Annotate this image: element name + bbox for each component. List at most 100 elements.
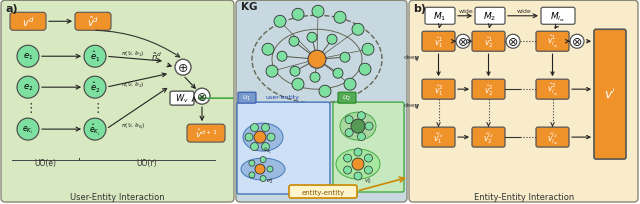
- Circle shape: [254, 131, 266, 143]
- FancyBboxPatch shape: [170, 92, 194, 106]
- Circle shape: [345, 129, 353, 137]
- Text: $\hat{v}_{2}^{l_d}$: $\hat{v}_{2}^{l_d}$: [483, 130, 493, 145]
- FancyBboxPatch shape: [472, 32, 505, 52]
- Circle shape: [267, 166, 273, 172]
- Circle shape: [245, 133, 253, 141]
- Text: $\hat{v}_{2}^{1}$: $\hat{v}_{2}^{1}$: [484, 35, 493, 50]
- Text: $\hat{e}_2$: $\hat{e}_2$: [90, 81, 100, 95]
- Circle shape: [17, 119, 39, 140]
- Circle shape: [289, 37, 299, 47]
- Text: $\hat{v}^d$: $\hat{v}^d$: [87, 15, 99, 29]
- Text: $M_{l_w}$: $M_{l_w}$: [550, 10, 566, 23]
- FancyBboxPatch shape: [187, 124, 225, 142]
- Circle shape: [352, 158, 364, 170]
- Circle shape: [365, 123, 373, 131]
- Circle shape: [352, 24, 364, 36]
- Text: $\otimes$: $\otimes$: [196, 90, 207, 103]
- Circle shape: [274, 16, 286, 28]
- FancyBboxPatch shape: [422, 32, 455, 52]
- Ellipse shape: [241, 158, 285, 180]
- FancyBboxPatch shape: [409, 1, 638, 202]
- Circle shape: [17, 46, 39, 68]
- Circle shape: [194, 89, 210, 105]
- Circle shape: [364, 154, 372, 162]
- Circle shape: [260, 157, 266, 163]
- Circle shape: [260, 176, 266, 182]
- Circle shape: [84, 46, 106, 68]
- Text: $\hat{v}_{l_w}^{l_d}$: $\hat{v}_{l_w}^{l_d}$: [547, 129, 558, 146]
- Circle shape: [456, 35, 470, 49]
- FancyBboxPatch shape: [238, 93, 256, 104]
- Text: $\hat{e}_{K_i}$: $\hat{e}_{K_i}$: [90, 122, 100, 137]
- Circle shape: [292, 9, 304, 21]
- FancyBboxPatch shape: [289, 185, 357, 198]
- FancyBboxPatch shape: [425, 8, 455, 25]
- Text: UO(r): UO(r): [137, 158, 157, 167]
- Text: $\otimes$: $\otimes$: [572, 35, 582, 49]
- Text: $W_v$: $W_v$: [175, 92, 189, 105]
- Circle shape: [175, 60, 191, 76]
- Circle shape: [262, 44, 274, 56]
- Text: $\hat{v}_{u_1}$: $\hat{v}_{u_1}$: [264, 145, 273, 155]
- Ellipse shape: [243, 123, 283, 151]
- Text: user-entity: user-entity: [266, 94, 300, 99]
- Circle shape: [357, 112, 365, 120]
- Text: $e_2^u$: $e_2^u$: [266, 175, 274, 185]
- Circle shape: [357, 133, 365, 141]
- FancyBboxPatch shape: [422, 80, 455, 100]
- FancyBboxPatch shape: [237, 103, 330, 194]
- Circle shape: [249, 172, 255, 178]
- Circle shape: [308, 51, 326, 69]
- Text: $u_1$: $u_1$: [243, 94, 252, 103]
- Circle shape: [351, 120, 365, 133]
- Text: User-Entity Interaction: User-Entity Interaction: [70, 192, 164, 201]
- Circle shape: [344, 166, 351, 174]
- FancyBboxPatch shape: [75, 13, 111, 31]
- Circle shape: [319, 86, 331, 98]
- Text: $v'$: $v'$: [604, 88, 616, 102]
- FancyBboxPatch shape: [475, 8, 505, 25]
- FancyBboxPatch shape: [536, 128, 569, 147]
- Circle shape: [333, 69, 343, 79]
- Circle shape: [267, 133, 275, 141]
- Circle shape: [570, 35, 584, 49]
- Text: $e_1$: $e_1$: [23, 52, 33, 62]
- Text: $\hat{v}_{2}^{2}$: $\hat{v}_{2}^{2}$: [484, 82, 493, 97]
- Circle shape: [312, 6, 324, 18]
- Text: $\otimes$: $\otimes$: [458, 35, 468, 49]
- Circle shape: [250, 143, 259, 151]
- FancyBboxPatch shape: [536, 80, 569, 100]
- FancyBboxPatch shape: [472, 128, 505, 147]
- Text: entity-entity: entity-entity: [301, 188, 344, 195]
- Circle shape: [255, 164, 265, 174]
- FancyBboxPatch shape: [472, 80, 505, 100]
- Text: $u_2$: $u_2$: [342, 94, 351, 103]
- Text: wide: wide: [459, 9, 474, 14]
- Circle shape: [84, 77, 106, 99]
- Text: a): a): [6, 4, 19, 14]
- Circle shape: [292, 79, 304, 91]
- Text: $\pi(\hat{v},\hat{e}_{K_i})$: $\pi(\hat{v},\hat{e}_{K_i})$: [120, 121, 145, 132]
- Circle shape: [345, 116, 353, 124]
- Circle shape: [277, 52, 287, 62]
- Text: $M_2$: $M_2$: [483, 10, 497, 23]
- FancyBboxPatch shape: [236, 1, 407, 202]
- FancyBboxPatch shape: [536, 32, 569, 52]
- Text: $\tilde{n}^d$: $\tilde{n}^d$: [152, 51, 163, 63]
- FancyBboxPatch shape: [1, 1, 234, 202]
- Circle shape: [344, 154, 351, 162]
- Text: $\pi(\hat{v},\hat{e}_1)$: $\pi(\hat{v},\hat{e}_1)$: [121, 49, 145, 59]
- Text: $\pi(\hat{v},\hat{e}_2)$: $\pi(\hat{v},\hat{e}_2)$: [121, 80, 145, 90]
- Text: $e_2$: $e_2$: [23, 82, 33, 93]
- Circle shape: [262, 143, 269, 151]
- Circle shape: [364, 166, 372, 174]
- Circle shape: [327, 35, 337, 45]
- Circle shape: [362, 44, 374, 56]
- Circle shape: [334, 12, 346, 24]
- Circle shape: [249, 160, 255, 166]
- FancyBboxPatch shape: [10, 13, 46, 31]
- Text: $\otimes$: $\otimes$: [508, 35, 518, 49]
- Text: $v^d$: $v^d$: [22, 15, 35, 29]
- Text: KG: KG: [241, 2, 257, 12]
- Text: $\hat{e}_1$: $\hat{e}_1$: [90, 50, 100, 64]
